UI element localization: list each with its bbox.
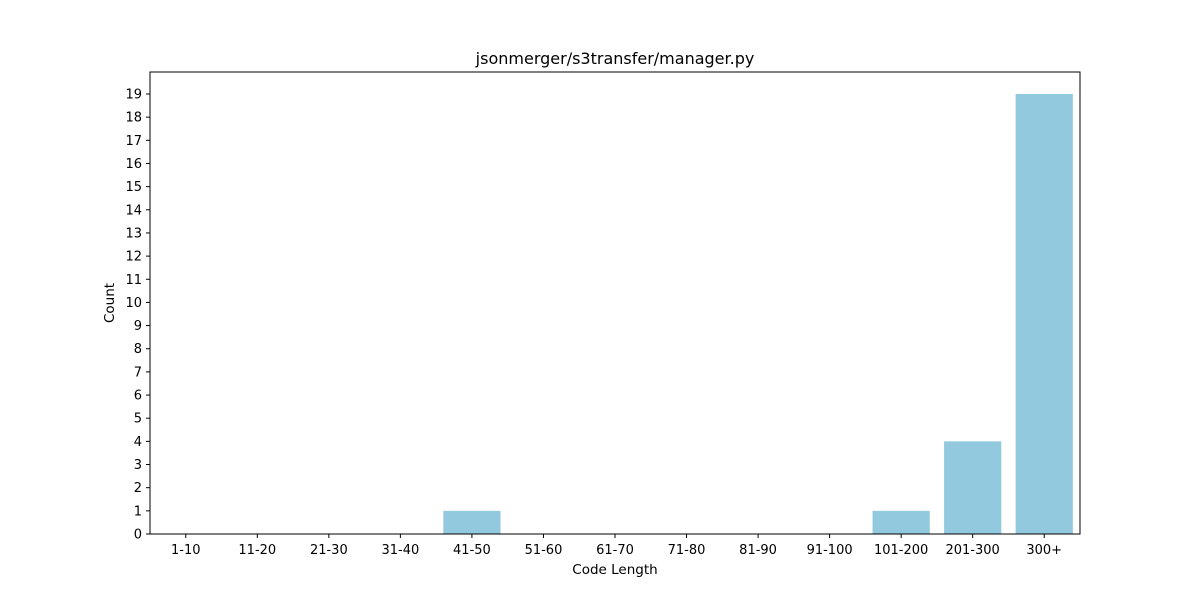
chart-title: jsonmerger/s3transfer/manager.py	[475, 49, 755, 68]
x-tick-label: 31-40	[381, 543, 419, 558]
bars-group	[443, 94, 1073, 534]
x-tick-label: 101-200	[874, 543, 928, 558]
y-tick-label: 7	[134, 365, 142, 380]
y-tick-label: 3	[134, 458, 142, 473]
y-axis-label: Count	[102, 283, 118, 323]
y-tick-label: 16	[125, 157, 142, 172]
x-axis-label: Code Length	[572, 562, 657, 578]
y-tick-label: 19	[125, 88, 142, 103]
bar-201-300	[944, 441, 1002, 534]
y-tick-label: 17	[125, 134, 142, 149]
y-tick-label: 1	[134, 504, 142, 519]
x-tick-label: 81-90	[739, 543, 777, 558]
x-tick-label: 61-70	[596, 543, 634, 558]
x-tick-label: 21-30	[310, 543, 348, 558]
x-tick-label: 201-300	[946, 543, 1000, 558]
y-tick-label: 2	[134, 481, 142, 496]
y-tick-label: 15	[125, 180, 142, 195]
y-tick-label: 14	[125, 203, 142, 218]
y-tick-label: 13	[125, 226, 142, 241]
y-tick-label: 4	[134, 435, 142, 450]
y-tick-label: 18	[125, 111, 142, 126]
bar-101-200	[872, 510, 930, 534]
y-tick-label: 10	[125, 296, 142, 311]
x-tick-label: 11-20	[238, 543, 276, 558]
y-tick-label: 8	[134, 342, 142, 357]
bar-300+	[1015, 94, 1073, 534]
plot-frame	[149, 71, 1081, 535]
y-tick-label: 0	[134, 528, 142, 543]
y-tick-label: 12	[125, 250, 142, 265]
x-tick-label: 1-10	[171, 543, 201, 558]
x-axis: 1-10 11-20 21-30 31-40 41-50 51-60 61-70 71-80 8…	[171, 534, 1062, 558]
y-tick-label: 11	[125, 273, 142, 288]
x-tick-label: 91-100	[807, 543, 853, 558]
x-tick-label: 51-60	[525, 543, 563, 558]
x-tick-label: 41-50	[453, 543, 491, 558]
x-tick-label: 71-80	[668, 543, 706, 558]
y-tick-label: 6	[134, 389, 142, 404]
y-tick-label: 5	[134, 412, 142, 427]
bar-41-50	[443, 510, 501, 534]
y-tick-label: 9	[134, 319, 142, 334]
x-tick-label: 300+	[1026, 543, 1062, 558]
